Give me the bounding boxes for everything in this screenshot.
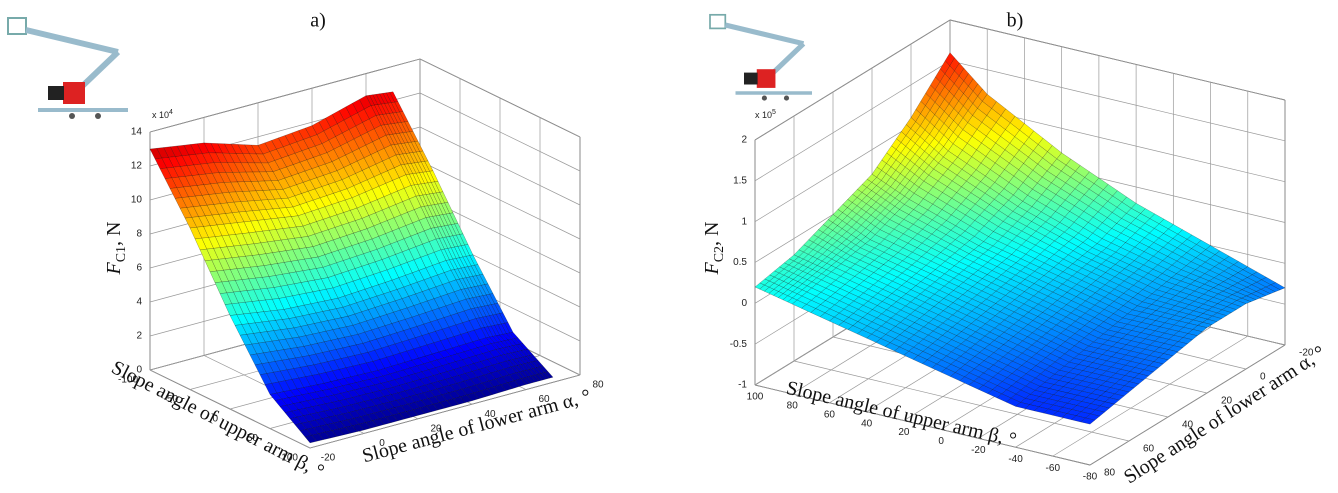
z-tick-label: 6 [136,263,142,274]
crane-icon [8,18,128,119]
x-tick-label: 80 [787,401,799,412]
z-label-unit: , N [103,221,125,245]
z-tick-label: 14 [131,127,143,138]
z-multiplier: x 105 [755,109,776,120]
z-tick-label: 0.5 [733,257,747,268]
x-tick-label: 40 [861,418,873,429]
x-tick-label: -80 [1083,472,1098,483]
y-tick-label: 80 [592,380,604,391]
z-label-subscript: C1 [114,246,129,262]
z-tick-label: -0.5 [730,339,748,350]
panel-label: b) [1007,10,1024,32]
z-tick-label: 2 [741,135,747,146]
z-multiplier: x 104 [152,109,173,120]
x-tick-label: -20 [971,445,986,456]
crane-icon [710,15,812,101]
z-tick-label: 12 [131,161,143,172]
z-tick-label: 2 [136,331,142,342]
z-label-symbol: F [701,262,723,276]
z-tick-label: -1 [738,380,747,391]
z-tick-label: 8 [136,229,142,240]
x-tick-label: -40 [1008,454,1023,465]
z-axis-label: FC2, N [701,221,727,275]
z-multiplier-exponent: 4 [169,109,173,116]
z-tick-label: 1.5 [733,175,747,186]
x-tick-label: 20 [898,427,910,438]
y-tick-label: 80 [1104,468,1116,479]
z-tick-label: 4 [136,297,142,308]
z-tick-label: 0 [741,298,747,309]
z-multiplier-exponent: 5 [772,109,776,116]
z-label-subscript: C2 [712,246,727,262]
x-tick-label: -60 [1046,463,1061,474]
z-axis-label: FC1, N [103,221,129,275]
z-multiplier-base: x 10 [152,110,169,120]
z-label-unit: , N [701,221,723,245]
grid-line [950,20,1285,100]
z-tick-label: 1 [741,216,747,227]
x-tick-label: 100 [747,392,764,403]
z-tick-label: 10 [131,195,143,206]
z-multiplier-base: x 10 [755,110,772,120]
panel-label: a) [310,10,326,32]
z-label-symbol: F [103,262,125,276]
x-tick-label: 60 [824,409,836,420]
x-tick-label: 0 [938,436,944,447]
